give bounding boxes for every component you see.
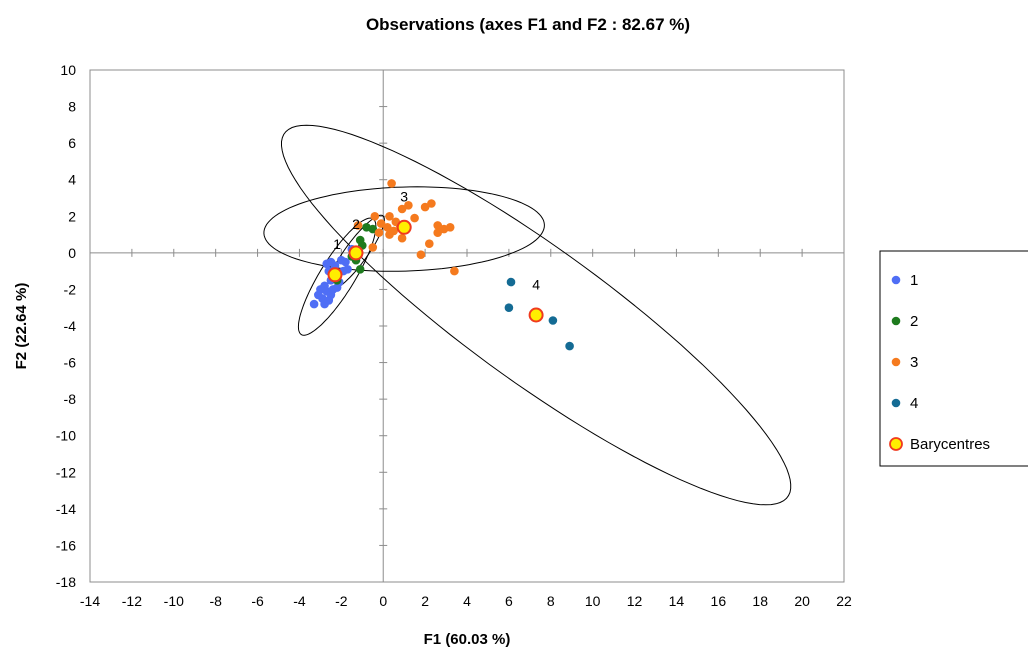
y-tick-label: -4 [64, 318, 77, 334]
legend-label: 4 [910, 395, 918, 412]
series-1-point [341, 257, 350, 267]
legend: 1 2 3 4 Barycentres [879, 250, 1028, 467]
x-tick-label: -10 [164, 593, 184, 609]
series-3-point [410, 213, 419, 223]
x-tick-label: 14 [669, 593, 685, 609]
series-3-point [445, 223, 455, 232]
legend-label: 1 [910, 272, 918, 289]
x-tick-label: -12 [122, 593, 142, 609]
series-1-point [314, 290, 323, 300]
confidence-ellipse-4 [281, 124, 792, 506]
y-tick-label: -12 [56, 464, 76, 480]
x-tick-label: 10 [585, 593, 601, 609]
legend-label: Barycentres [910, 436, 990, 453]
barycentre-point [528, 307, 544, 323]
barycentre-point [348, 245, 364, 261]
series-3-point [433, 228, 443, 237]
y-tick-label: 10 [60, 62, 76, 78]
y-tick-label: 6 [68, 135, 76, 151]
legend-label: 3 [910, 354, 918, 371]
series-3-point [368, 243, 378, 252]
series-3-point [433, 221, 443, 230]
series-1-point [309, 299, 319, 309]
series-3-point [416, 250, 426, 259]
cluster-label-2: 2 [352, 216, 360, 232]
series-3-point [376, 219, 386, 228]
y-tick-label: -2 [64, 281, 77, 297]
x-tick-label: 12 [627, 593, 643, 609]
legend-marker [891, 316, 901, 326]
x-axis-title: F1 (60.03 %) [424, 631, 511, 648]
series-3-point [420, 202, 430, 212]
x-tick-label: -14 [80, 593, 100, 609]
x-tick-label: 16 [711, 593, 727, 609]
legend-marker [891, 275, 901, 285]
x-tick-label: -4 [293, 593, 306, 609]
series-3-point [387, 179, 396, 188]
legend-marker [889, 437, 903, 451]
series-3-point [427, 199, 436, 208]
series-3-point [370, 212, 380, 221]
legend-label: 2 [910, 313, 918, 330]
cluster-label-1: 1 [333, 236, 341, 252]
cluster-labels: 12 3 4 [333, 189, 540, 293]
y-tick-label: -10 [56, 428, 76, 444]
series-2-point [355, 265, 365, 274]
x-tick-label: 22 [836, 593, 852, 609]
y-tick-label: 4 [68, 172, 76, 188]
series-2-point [362, 223, 371, 232]
cluster-label-4: 4 [532, 276, 540, 292]
series-4-point [504, 303, 514, 313]
y-tick-label: -14 [56, 501, 76, 517]
confidence-ellipse-3 [263, 186, 545, 272]
barycentre-point [327, 267, 343, 283]
series-1-point [343, 265, 352, 274]
y-tick-label: -8 [64, 391, 77, 407]
series-3-point [353, 221, 363, 230]
barycentre-point [396, 219, 412, 235]
series-4-point [548, 316, 558, 325]
series-3-point [397, 204, 407, 214]
chart-title: Observations (axes F1 and F2 : 82.67 %) [366, 15, 690, 34]
series-1-point [332, 283, 342, 292]
series-3-point [385, 230, 394, 239]
legend-marker [891, 357, 901, 367]
legend-marker [891, 398, 901, 408]
x-tick-label: -2 [335, 593, 348, 609]
x-tick-label: 8 [547, 593, 555, 609]
x-tick-label: 0 [379, 593, 387, 609]
x-tick-label: 18 [752, 593, 768, 609]
data-points [309, 179, 574, 351]
x-tick-label: -6 [251, 593, 264, 609]
y-tick-label: 0 [68, 245, 76, 261]
y-tick-label: 2 [68, 208, 76, 224]
series-3-point [383, 223, 392, 232]
series-3-point [397, 233, 407, 243]
series-4-point [565, 341, 574, 351]
series-3-point [374, 228, 384, 237]
y-tick-label: 8 [68, 99, 76, 115]
x-tick-label: -8 [209, 593, 222, 609]
y-axis-title: F2 (22.64 %) [13, 283, 30, 370]
x-tick-label: 6 [505, 593, 513, 609]
series-4-point [506, 277, 516, 287]
x-tick-label: 2 [421, 593, 429, 609]
plot-area [89, 69, 845, 583]
y-tick-label: -18 [56, 574, 76, 590]
series-3-point [425, 239, 434, 248]
cluster-label-3: 3 [400, 189, 408, 205]
series-3-point [404, 201, 413, 210]
legend-box [879, 250, 1028, 467]
y-tick-label: -16 [56, 537, 76, 553]
series-3-point [450, 266, 459, 276]
series-1-point [320, 299, 329, 309]
x-tick-label: 4 [463, 593, 471, 609]
x-tick-label: 20 [794, 593, 810, 609]
y-tick-label: -6 [64, 355, 77, 371]
series-3-point [385, 212, 394, 221]
